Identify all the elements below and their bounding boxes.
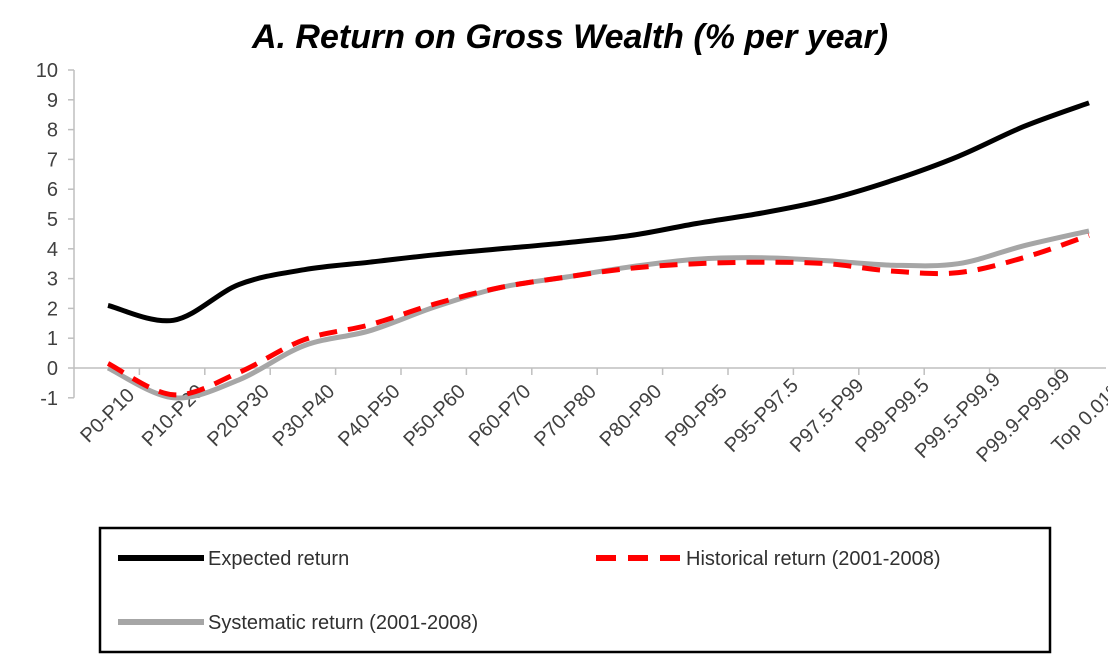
x-tick-label: P60-P70 [465,380,536,451]
y-tick-label: 10 [36,60,58,82]
legend: Expected return Historical return (2001-2… [98,526,1052,654]
x-tick-label: P0-P10 [76,384,139,447]
y-tick-label: 1 [47,328,58,350]
legend-label: Historical return (2001-2008) [686,548,941,570]
legend-label: Expected return [208,548,349,570]
legend-box [98,526,1052,654]
x-tick-label: P30-P40 [269,380,340,451]
x-axis: P0-P10P10-P20P20-P30P30-P40P40-P50P50-P6… [74,365,1108,467]
y-tick-label: 8 [47,120,58,142]
expected-return-line [107,100,1090,324]
x-tick-label: P40-P50 [334,380,405,451]
y-tick-label: -1 [40,388,58,410]
y-tick-label: 0 [47,358,58,380]
historical-return-line [106,233,1090,398]
y-tick-label: 2 [47,298,58,320]
systematic-return-line [106,228,1090,401]
y-tick-label: 6 [47,179,58,201]
series-lines [106,100,1090,401]
legend-label: Systematic return (2001-2008) [208,612,478,634]
x-tick-label: P70-P80 [530,380,601,451]
x-tick-label: P50-P60 [399,380,470,451]
y-tick-label: 9 [47,90,58,112]
y-tick-label: 5 [47,209,58,231]
x-tick-label: P80-P90 [596,380,667,451]
chart-title: A. Return on Gross Wealth (% per year) [251,18,888,56]
y-tick-label: 7 [47,149,58,171]
y-tick-label: 3 [47,269,58,291]
y-axis: -1 0 1 2 3 4 5 6 7 8 9 10 [36,60,75,410]
y-tick-label: 4 [47,239,58,261]
